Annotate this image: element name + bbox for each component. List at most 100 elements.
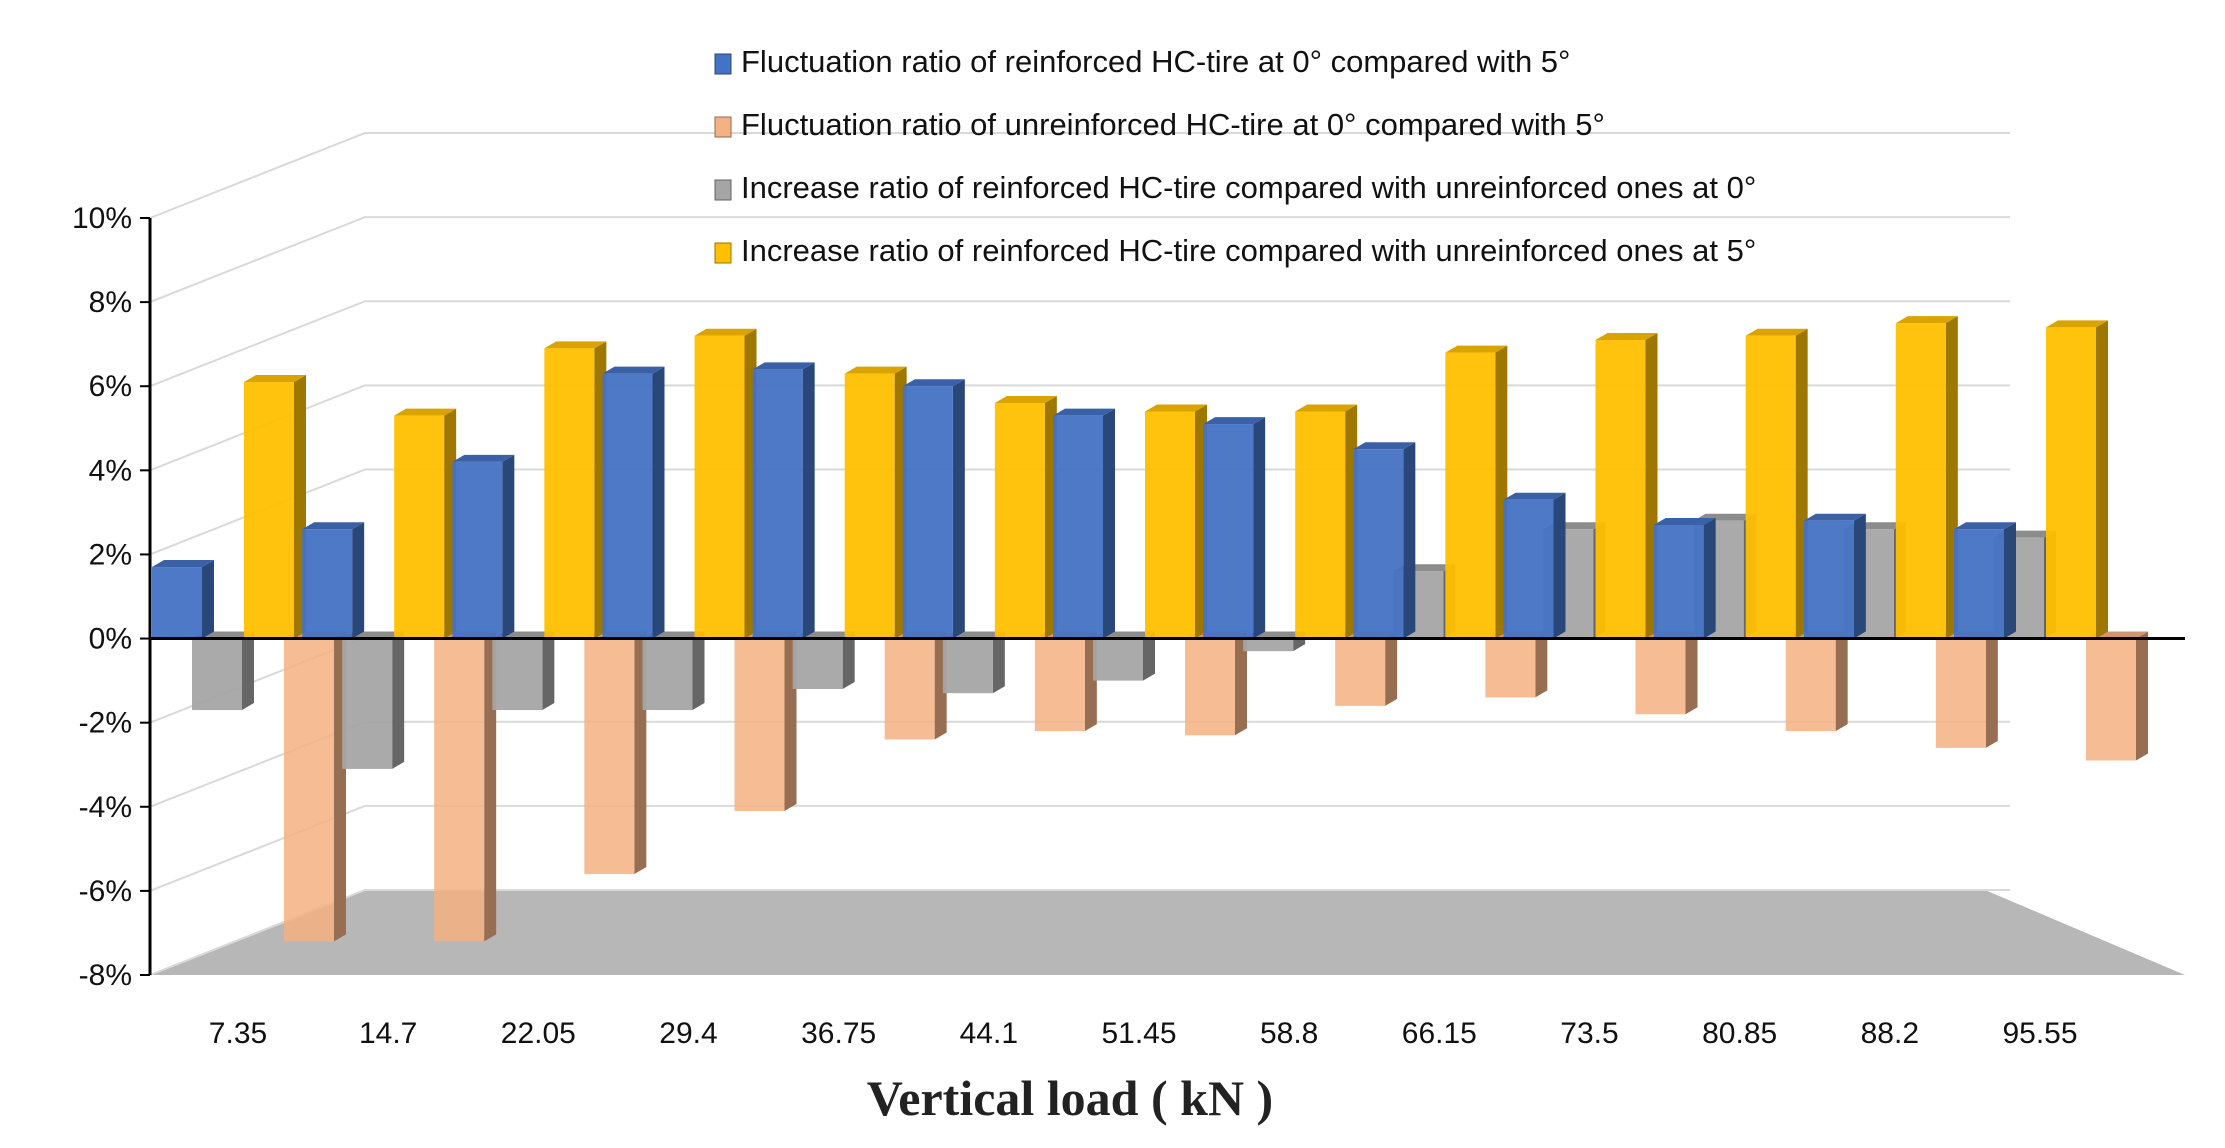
bar-fluct-reinforced-side [1703, 518, 1716, 639]
bar-fluct-reinforced-side [1253, 417, 1266, 639]
bar-fluct-reinforced-side [802, 362, 815, 639]
bar-fluct-reinforced [1053, 415, 1103, 639]
bar-fluct-unreinforced [1335, 638, 1386, 706]
bar-increase-5deg [694, 335, 745, 639]
bar-increase-5deg-top [1295, 404, 1358, 412]
x-tick-label: 66.15 [1402, 1017, 1477, 1050]
x-tick-label: 73.5 [1560, 1017, 1618, 1050]
bar-fluct-unreinforced [1485, 638, 1536, 698]
x-tick-label: 36.75 [801, 1017, 876, 1050]
bar-fluct-reinforced [1353, 449, 1404, 639]
x-tick-label: 44.1 [960, 1017, 1018, 1050]
bar-fluct-reinforced-side [202, 560, 214, 639]
bar-fluct-reinforced [602, 373, 653, 639]
bar-increase-5deg-top [844, 366, 907, 374]
bar-fluct-reinforced-side [352, 522, 365, 639]
x-tick-label: 29.4 [659, 1017, 717, 1050]
bar-increase-0deg [942, 638, 993, 694]
y-tick-label: 6% [89, 370, 132, 403]
y-tick-label: -8% [79, 959, 132, 992]
bar-increase-5deg-top [1745, 328, 1808, 336]
bar-increase-5deg-top [1895, 316, 1958, 324]
bar-fluct-reinforced-top [752, 362, 815, 370]
y-tick-label: 8% [89, 286, 132, 319]
legend-label: Increase ratio of reinforced HC-tire com… [741, 233, 1756, 268]
bar-increase-5deg [1145, 411, 1195, 639]
bar-increase-5deg [2046, 327, 2096, 639]
y-tick-label: -4% [79, 791, 132, 824]
bar-fluct-reinforced-top [302, 522, 365, 530]
bar-fluct-reinforced-side [2004, 522, 2016, 639]
y-tick-label: 2% [89, 538, 132, 571]
bar-fluct-reinforced-top [1053, 408, 1115, 416]
bar-fluct-unreinforced [1635, 638, 1686, 715]
bar-increase-5deg-top [244, 375, 306, 383]
bar-fluct-reinforced-top [1803, 513, 1866, 521]
bar-increase-5deg [994, 403, 1045, 639]
bar-increase-0deg [1093, 638, 1143, 681]
x-tick-label: 22.05 [501, 1017, 576, 1050]
bar-fluct-reinforced [302, 529, 353, 639]
bar-fluct-unreinforced [1785, 638, 1836, 732]
x-tick-label: 58.8 [1260, 1017, 1318, 1050]
bar-increase-5deg [844, 373, 895, 639]
bar-fluct-reinforced-top [452, 454, 515, 462]
bar-fluct-reinforced-top [1203, 417, 1266, 425]
bar-fluct-unreinforced [1034, 638, 1085, 732]
bar-increase-5deg [394, 415, 445, 639]
bar-fluct-unreinforced [584, 638, 635, 875]
bar-fluct-reinforced-side [652, 366, 665, 639]
bar-increase-0deg-side [242, 631, 254, 711]
bar-fluct-reinforced [152, 567, 202, 639]
bar-fluct-reinforced [752, 369, 803, 639]
x-tick-label: 80.85 [1702, 1017, 1777, 1050]
bar-fluct-reinforced-top [1653, 518, 1716, 526]
legend-label: Fluctuation ratio of reinforced HC-tire … [741, 44, 1570, 79]
gridline [149, 132, 2010, 219]
gridline [149, 889, 2010, 976]
bar-fluct-reinforced-top [152, 560, 214, 568]
bar-fluct-unreinforced-side [1985, 631, 1998, 748]
bar-increase-5deg-side [2096, 320, 2108, 639]
bar-fluct-unreinforced-side [1835, 631, 1848, 732]
bar-fluct-reinforced-side [952, 379, 965, 639]
bar-increase-5deg [1295, 411, 1346, 639]
chart-floor [150, 890, 2185, 975]
bar-increase-5deg-top [544, 341, 607, 349]
x-tick-label: 51.45 [1101, 1017, 1176, 1050]
bar-fluct-unreinforced [884, 638, 935, 740]
x-axis-title: Vertical load ( kN ) [867, 1070, 1273, 1126]
bar-increase-0deg [1243, 638, 1294, 652]
bar-fluct-reinforced-side [1853, 513, 1866, 639]
bar-increase-0deg [792, 638, 843, 690]
y-tick-label: -2% [79, 707, 132, 740]
bar-increase-5deg [544, 348, 595, 639]
bar-fluct-unreinforced-side [1535, 631, 1548, 698]
bar-increase-0deg [342, 638, 393, 769]
bar-fluct-reinforced [452, 461, 503, 639]
bar-increase-5deg [1745, 335, 1796, 639]
bar-increase-0deg [192, 638, 242, 711]
legend-swatch-increase-0deg [714, 179, 732, 201]
bar-fluct-reinforced [1803, 520, 1854, 639]
y-tick-label: 0% [89, 623, 132, 656]
bar-fluct-reinforced-top [1954, 522, 2016, 530]
bar-increase-5deg-top [2046, 320, 2108, 328]
bar-fluct-reinforced-top [1503, 492, 1566, 500]
bar-fluct-unreinforced [434, 638, 485, 942]
bar-fluct-unreinforced-side [1385, 631, 1398, 706]
bar-increase-0deg [642, 638, 693, 711]
x-tick-label: 14.7 [359, 1017, 417, 1050]
bar-fluct-unreinforced-side [1685, 631, 1698, 715]
y-tick-label: 4% [89, 454, 132, 487]
gridline [149, 216, 2010, 304]
bar-increase-0deg-side [842, 631, 855, 690]
bar-fluct-unreinforced-side [2136, 631, 2148, 761]
gridline [149, 720, 2010, 808]
bar-fluct-reinforced-side [1553, 492, 1566, 639]
gridline [149, 300, 2010, 388]
bar-fluct-unreinforced [2086, 638, 2136, 761]
bar-increase-5deg-top [394, 408, 457, 416]
bar-increase-5deg-top [694, 328, 757, 336]
